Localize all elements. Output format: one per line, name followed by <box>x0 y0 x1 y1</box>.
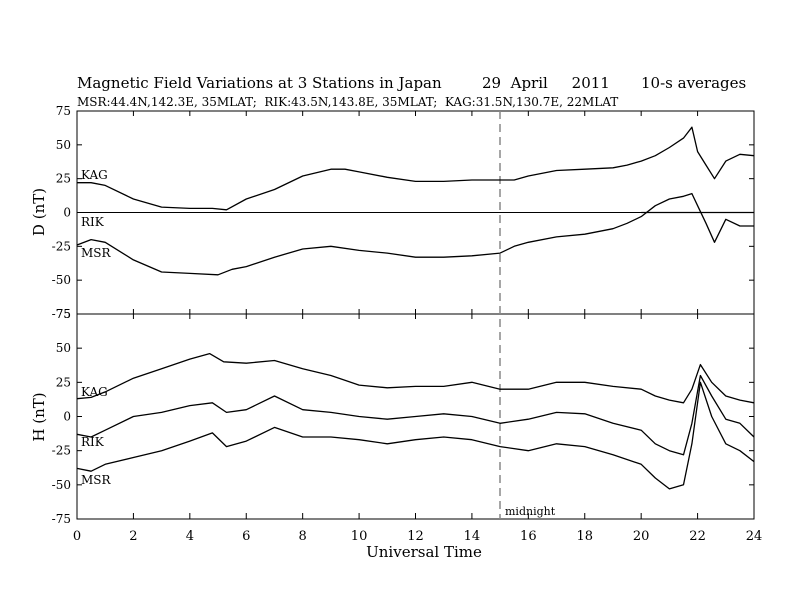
x-axis-title: Universal Time <box>366 543 482 561</box>
x-tick-label: 2 <box>129 529 137 544</box>
h-y-axis: 75 50 25 0 -25 -50 -75 <box>52 307 754 526</box>
x-tick-label: 0 <box>73 529 81 544</box>
h-series-kag <box>76 352 755 404</box>
d-panel-series <box>76 126 755 276</box>
h-series-msr <box>76 381 755 490</box>
x-tick-label: 8 <box>299 529 307 544</box>
d-y-tick-label: -75 <box>52 307 71 321</box>
h-y-tick-label: -50 <box>52 478 71 492</box>
h-y-tick-label: -75 <box>52 512 71 526</box>
d-axis-title: D (nT) <box>30 188 48 236</box>
chart-averaging: 10-s averages <box>641 74 746 92</box>
d-y-tick-label: 25 <box>56 172 71 186</box>
d-y-tick-label: 0 <box>63 206 71 220</box>
h-panel-series <box>76 352 755 490</box>
d-y-tick-label: -50 <box>52 273 71 287</box>
x-tick-label: 20 <box>633 529 650 544</box>
station-coordinates: MSR:44.4N,142.3E, 35MLAT; RIK:43.5N,143.… <box>77 95 618 109</box>
d-msr-label: MSR <box>81 246 112 260</box>
x-tick-label: 18 <box>576 529 593 544</box>
h-y-tick-label: 50 <box>56 341 71 355</box>
h-axis-title: H (nT) <box>30 392 48 441</box>
d-y-tick-label: 75 <box>56 104 71 118</box>
d-kag-label: KAG <box>81 168 108 182</box>
h-y-tick-label: 75 <box>56 307 71 321</box>
h-y-tick-label: 0 <box>63 410 71 424</box>
chart-date: 29 April 2011 <box>482 74 610 92</box>
x-tick-label: 22 <box>689 529 706 544</box>
x-tick-label: 6 <box>242 529 250 544</box>
h-kag-label: KAG <box>81 385 108 399</box>
h-y-tick-label: -25 <box>52 444 71 458</box>
d-series-kag <box>77 126 755 211</box>
midnight-label: midnight <box>505 505 556 518</box>
d-series-msr <box>76 192 754 276</box>
x-tick-label: 14 <box>464 529 481 544</box>
d-y-axis: 75 50 25 0 -25 -50 -75 <box>52 104 754 321</box>
d-rik-label: RIK <box>81 215 105 229</box>
x-tick-label: 4 <box>186 529 194 544</box>
x-tick-label: 16 <box>520 529 537 544</box>
x-tick-label: 10 <box>351 529 368 544</box>
x-tick-label: 24 <box>746 529 763 544</box>
h-rik-label: RIK <box>81 435 105 449</box>
d-y-tick-label: -25 <box>52 239 71 253</box>
x-tick-label: 12 <box>407 529 424 544</box>
h-series-rik <box>76 374 755 456</box>
d-y-tick-label: 50 <box>56 138 71 152</box>
x-axis: 0 2 4 6 8 10 12 14 16 18 20 22 24 <box>73 111 762 544</box>
h-y-tick-label: 25 <box>56 375 71 389</box>
chart-title: Magnetic Field Variations at 3 Stations … <box>77 74 442 92</box>
h-msr-label: MSR <box>81 473 112 487</box>
